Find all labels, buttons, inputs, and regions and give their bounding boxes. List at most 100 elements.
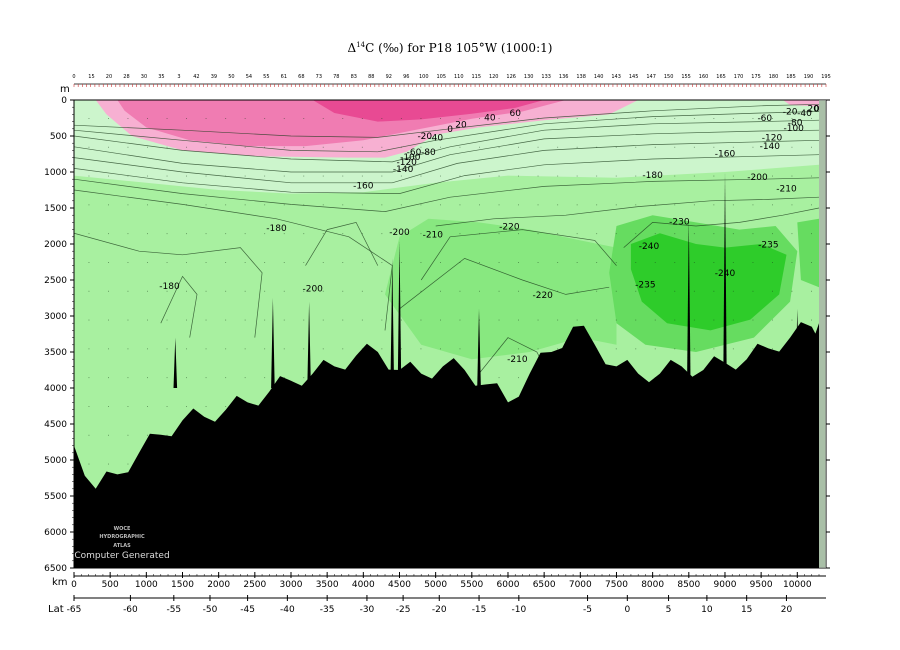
sample-dot — [498, 118, 500, 119]
sample-dot — [732, 118, 734, 119]
x-tick-label: 2500 — [243, 580, 266, 590]
sample-dot — [420, 118, 422, 119]
y-tick-label: 1500 — [44, 204, 67, 214]
sample-dot — [635, 233, 637, 235]
sample-dot — [752, 175, 754, 177]
sample-dot — [381, 262, 383, 263]
station-label: 68 — [298, 74, 304, 80]
sample-dot — [576, 204, 578, 206]
sample-dot — [342, 319, 344, 321]
station-label: 155 — [681, 74, 691, 80]
sample-dot — [459, 204, 461, 206]
sample-dot — [596, 146, 598, 148]
sample-dot — [635, 290, 637, 292]
sample-dot — [654, 204, 656, 206]
plot-area — [74, 100, 826, 568]
station-label: 190 — [804, 74, 814, 80]
sample-dot — [283, 348, 285, 350]
sample-dot — [518, 204, 519, 206]
sample-dot — [342, 146, 344, 148]
y-tick-label: 6000 — [44, 528, 67, 538]
sample-dot — [674, 175, 676, 177]
sample-dot — [205, 406, 207, 407]
contour-lines — [74, 103, 820, 381]
contour-label: -60 — [407, 148, 422, 158]
y-tick-label: 2000 — [44, 240, 67, 250]
contour-label: -230 — [514, 398, 535, 408]
sample-dot — [264, 319, 266, 321]
woce-logo: WOCE HYDROGRAPHIC ATLAS — [99, 526, 145, 549]
sample-dot — [400, 175, 402, 177]
sample-dot — [322, 319, 324, 321]
station-label: 20 — [106, 74, 112, 80]
x-tick-label: 9000 — [714, 580, 737, 590]
sample-dot — [576, 262, 578, 263]
sample-dot — [772, 290, 773, 292]
sample-dot — [615, 146, 617, 148]
station-label: 138 — [576, 74, 586, 80]
sample-dot — [127, 175, 129, 177]
sample-dot — [88, 233, 90, 235]
sample-dot — [557, 233, 559, 235]
x-tick-label: 1000 — [135, 580, 158, 590]
sample-dot — [264, 175, 266, 177]
sample-dot — [693, 290, 695, 292]
seamount-spikes — [173, 172, 800, 388]
depth-unit-label: m — [60, 84, 70, 95]
sample-dot — [244, 146, 246, 148]
sample-dot — [674, 319, 676, 321]
contour-line-10 — [74, 232, 263, 338]
sample-dot — [264, 290, 266, 292]
sample-dot — [713, 146, 715, 148]
station-label: 61 — [281, 74, 287, 80]
sample-dot — [186, 118, 187, 119]
sample-dot — [557, 262, 559, 263]
sample-dot — [596, 233, 598, 235]
sample-dot — [440, 319, 441, 321]
sample-dot — [635, 262, 637, 263]
sample-dot — [732, 290, 734, 292]
bathymetry — [74, 322, 819, 568]
sample-dot — [713, 233, 715, 235]
sample-dot — [518, 233, 519, 235]
sample-dot — [518, 118, 519, 119]
station-label: 50 — [228, 74, 234, 80]
sample-dot — [166, 434, 168, 436]
contour-label: -60 — [757, 114, 772, 124]
sample-dot — [518, 175, 519, 177]
station-label: 136 — [559, 74, 569, 80]
sample-dot — [596, 319, 598, 321]
field-mid-green — [385, 218, 617, 360]
sample-dot — [400, 233, 402, 235]
sample-dot — [205, 348, 207, 350]
lat-tick-label: -40 — [280, 605, 295, 615]
sample-dot — [186, 290, 187, 292]
station-label: 15 — [88, 74, 94, 80]
station-label: 145 — [629, 74, 639, 80]
sample-dot — [459, 348, 461, 350]
sample-dot — [479, 262, 480, 263]
sample-dot — [615, 118, 617, 119]
x-tick-label: 3500 — [316, 580, 339, 590]
sample-dot — [811, 319, 812, 321]
contour-label: -240 — [639, 242, 660, 252]
sample-dot — [264, 262, 266, 263]
station-label: 0 — [72, 74, 75, 80]
sample-dot — [440, 204, 441, 206]
sample-dot — [537, 233, 539, 235]
sample-dot — [127, 348, 129, 350]
spike — [687, 218, 691, 388]
sample-dot — [361, 233, 363, 235]
contour-label: 20 — [807, 105, 819, 115]
contour-label: -235 — [635, 280, 655, 290]
sample-dot — [88, 463, 90, 465]
x-tick-label: 8500 — [677, 580, 700, 590]
sample-dot — [108, 463, 109, 465]
contour-label: -160 — [353, 182, 374, 192]
svg-text:WOCE: WOCE — [114, 526, 131, 532]
sample-dot — [225, 262, 227, 263]
contour-label: -210 — [507, 355, 528, 365]
spike — [397, 240, 402, 388]
sample-dot — [459, 175, 461, 177]
sample-dot — [674, 262, 676, 263]
